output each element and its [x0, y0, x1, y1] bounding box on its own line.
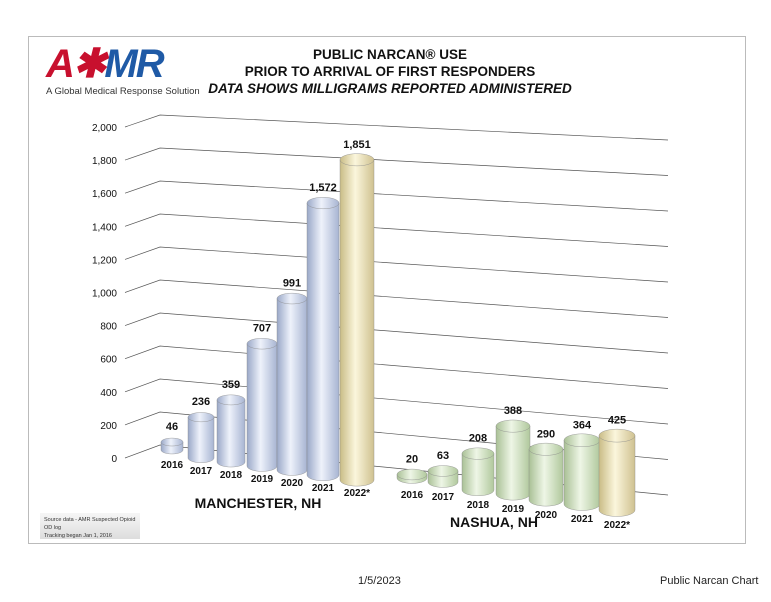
bar: [528, 449, 564, 507]
gridline: [124, 246, 669, 283]
data-label: 425: [608, 415, 626, 427]
bar-top: [276, 292, 308, 305]
chart-title: PUBLIC NARCAN® USE PRIOR TO ARRIVAL OF F…: [200, 46, 580, 97]
x-tick-label: 2021: [312, 483, 335, 494]
bar: [216, 399, 246, 468]
data-label: 46: [166, 421, 178, 433]
gridline: [124, 279, 669, 318]
amr-logo: A✱MR A Global Medical Response Solution: [46, 42, 200, 97]
note-line-2: Tracking began Jan 1, 2016: [44, 533, 112, 539]
bar-top: [306, 197, 340, 210]
gridline: [124, 378, 669, 425]
gridline: [124, 312, 669, 354]
data-label: 364: [573, 419, 592, 431]
title-line-2: PRIOR TO ARRIVAL OF FIRST RESPONDERS: [244, 64, 536, 79]
data-label: 1,851: [343, 139, 371, 151]
gridline: [124, 147, 669, 176]
bar-top: [216, 394, 246, 406]
data-label: 707: [253, 323, 271, 335]
bar-top: [563, 433, 601, 447]
x-tick-label: 2019: [502, 504, 525, 515]
y-tick-label: 800: [100, 322, 117, 333]
bar-top: [339, 153, 375, 167]
data-label: 1,572: [309, 182, 337, 194]
logo-mark: A✱MR: [46, 42, 165, 86]
bar: [339, 159, 375, 487]
y-tick-label: 200: [100, 421, 117, 432]
note-line-1: Source data - AMR Suspected Opioid OD lo…: [44, 517, 136, 531]
bar-top: [528, 442, 564, 456]
title-line-1: PUBLIC NARCAN® USE: [313, 47, 467, 62]
bar: [276, 298, 308, 476]
x-tick-label: 2019: [251, 474, 274, 485]
bar-top: [461, 447, 495, 460]
x-tick-label: 2018: [467, 500, 490, 511]
group-label: NASHUA, NH: [450, 514, 538, 530]
y-tick-label: 2,000: [92, 123, 117, 134]
gridline: [124, 213, 669, 247]
footer-date: 1/5/2023: [358, 575, 401, 587]
x-tick-label: 2021: [571, 514, 594, 525]
x-tick-label: 2016: [161, 460, 184, 471]
gridline: [124, 114, 669, 141]
y-tick-label: 400: [100, 388, 117, 399]
bar: [598, 435, 636, 517]
x-tick-label: 2017: [432, 492, 455, 503]
chart-frame: [28, 36, 746, 544]
x-tick-label: 2022*: [604, 520, 630, 531]
x-tick-label: 2018: [220, 470, 243, 481]
bar-top: [396, 468, 428, 481]
x-tick-label: 2016: [401, 490, 424, 501]
bar-top: [598, 428, 636, 443]
bar: [306, 202, 340, 481]
bar-top: [187, 412, 215, 423]
y-tick-label: 1,800: [92, 156, 117, 167]
data-label: 20: [406, 454, 418, 466]
bar: [246, 343, 278, 472]
bar: [187, 416, 215, 463]
bar-top: [495, 419, 531, 433]
logo-tagline: A Global Medical Response Solution: [46, 86, 200, 97]
bar-top: [160, 437, 184, 447]
bar-top: [246, 338, 278, 350]
bar-top: [427, 465, 459, 477]
bar: [563, 440, 601, 511]
y-tick-label: 1,400: [92, 222, 117, 233]
bar: [495, 425, 531, 501]
chart-subtitle: DATA SHOWS MILLIGRAMS REPORTED ADMINISTE…: [208, 81, 572, 96]
data-label: 208: [469, 433, 487, 445]
source-note: Source data - AMR Suspected Opioid OD lo…: [40, 513, 140, 539]
bar: [461, 453, 495, 496]
gridline: [124, 180, 669, 212]
y-tick-label: 1,000: [92, 289, 117, 300]
y-tick-label: 600: [100, 355, 117, 366]
data-label: 236: [192, 396, 210, 408]
group-label: MANCHESTER, NH: [195, 495, 322, 511]
y-tick-label: 1,600: [92, 189, 117, 200]
data-label: 991: [283, 278, 301, 290]
footer-name: Public Narcan Chart: [660, 575, 759, 587]
gridline: [124, 345, 669, 389]
data-label: 388: [504, 405, 522, 417]
data-label: 359: [222, 379, 240, 391]
y-tick-label: 0: [111, 454, 117, 465]
data-label: 290: [537, 428, 555, 440]
x-tick-label: 2020: [281, 478, 304, 489]
x-tick-label: 2022*: [344, 488, 370, 499]
y-tick-label: 1,200: [92, 255, 117, 266]
data-label: 63: [437, 450, 449, 462]
x-tick-label: 2017: [190, 466, 213, 477]
x-tick-label: 2020: [535, 510, 558, 521]
